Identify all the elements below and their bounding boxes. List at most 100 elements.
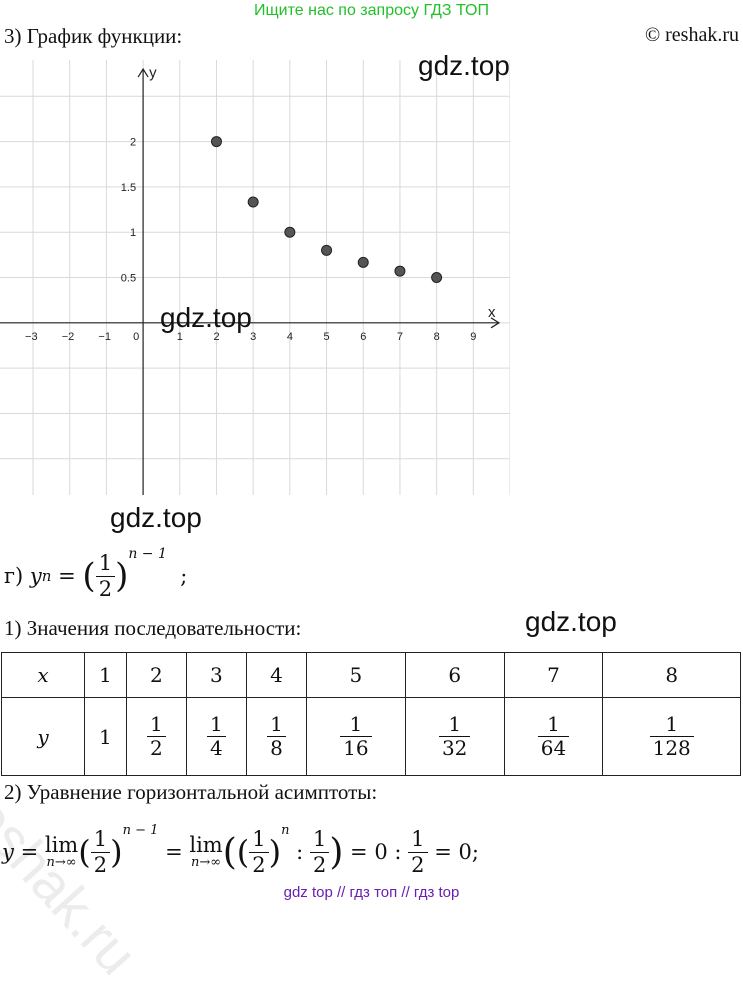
- table-header-x: x: [1, 652, 85, 698]
- paren-open: (: [236, 833, 250, 871]
- x-axis-arrow: [490, 317, 501, 329]
- lim-under: n→∞: [46, 855, 77, 870]
- y-axis-label: y: [149, 65, 157, 82]
- formula-exp: n − 1: [128, 546, 167, 562]
- frac-num: 1: [537, 713, 570, 737]
- frac-num: 1: [90, 827, 111, 853]
- x-axis-label: x: [488, 304, 496, 321]
- table-cell-x: 1: [84, 652, 127, 698]
- frac-num: 1: [267, 713, 286, 737]
- frac-num: 1: [249, 827, 269, 853]
- x-tick-label: 7: [397, 331, 403, 343]
- paren-close-big: ): [329, 831, 344, 873]
- lim-word: lim: [44, 833, 79, 857]
- table-cell-x: 7: [503, 652, 604, 698]
- x-tick-label: 1: [177, 331, 183, 343]
- watermark-4: gdz.top: [525, 606, 617, 637]
- table-cell-x: 3: [185, 652, 247, 698]
- paren-close: ): [115, 556, 129, 596]
- table-cell-x: 6: [404, 652, 505, 698]
- data-point: [284, 226, 296, 238]
- watermark-3: gdz.top: [110, 502, 202, 533]
- part-g-label: г): [4, 564, 24, 588]
- table-cell-y: 1: [84, 697, 127, 776]
- values-heading: 1) Значения последовательности:: [4, 616, 302, 640]
- asym-lim-2: lim n→∞: [189, 835, 222, 870]
- asymptote-heading: 2) Уравнение горизонтальной асимптоты:: [4, 780, 378, 804]
- frac-den: 32: [441, 736, 468, 760]
- x-tick-label: 3: [250, 331, 256, 343]
- data-point: [431, 272, 443, 283]
- frac-den: 2: [252, 852, 266, 877]
- frac-den: 2: [93, 852, 108, 877]
- asym-y: y: [2, 840, 14, 864]
- frac-num: 1: [649, 713, 694, 737]
- formula-semicolon: ;: [180, 564, 188, 588]
- cell-fraction: 1 64: [537, 713, 570, 760]
- table-cell-x: 2: [125, 652, 187, 698]
- asym-eq2: =: [165, 840, 183, 864]
- copyright-label: © reshak.ru: [644, 24, 739, 46]
- search-banner[interactable]: Ищите нас по запросу ГДЗ ТОП: [254, 2, 489, 19]
- paren-open: (: [78, 833, 91, 871]
- formula-fraction: 1 2: [95, 551, 116, 601]
- asym-end: = 0;: [434, 840, 479, 864]
- table-cell-y: 1 64: [503, 697, 604, 776]
- x-tick-label: −1: [98, 331, 111, 343]
- frac-den: 128: [652, 736, 691, 760]
- x-tick-label: 8: [434, 331, 440, 343]
- table-header-y: y: [1, 697, 85, 776]
- frac-num: 1: [408, 827, 428, 853]
- asym-exp-2: n: [281, 822, 290, 838]
- table-cell-x: 8: [602, 652, 741, 698]
- frac-den: 2: [411, 852, 425, 877]
- data-point: [394, 265, 406, 277]
- y-axis-arrow: [137, 67, 149, 78]
- frac-num: 1: [438, 713, 471, 737]
- paren-close: ): [110, 833, 123, 871]
- data-point: [357, 256, 369, 268]
- frac-num: 1: [340, 713, 372, 737]
- frac-den: 16: [343, 736, 369, 760]
- frac-num: 1: [95, 551, 116, 577]
- asym-lim-1: lim n→∞: [44, 833, 79, 870]
- x-tick-label: −2: [62, 331, 75, 343]
- data-point: [247, 196, 259, 208]
- x-tick-label: −3: [25, 331, 38, 343]
- table-row-x: x 1 2 3 4 5 6 7 8: [1, 652, 741, 698]
- table-cell-x: 4: [245, 652, 307, 698]
- paren-close: ): [268, 833, 282, 871]
- values-table: x 1 2 3 4 5 6 7 8 y 1 1 2 1 4 1 8 1 16 1 32 1 64 1 128: [1, 652, 741, 776]
- graph-heading: 3) График функции:: [4, 24, 183, 48]
- paren-open-big: (: [222, 831, 237, 873]
- asym-colon: :: [296, 840, 304, 864]
- frac-num: 1: [146, 713, 166, 737]
- formula-eq: =: [58, 564, 76, 588]
- function-graph: x y −3 −2 −1 0 1 2 3 4 5 6 7 8 9 0.5 1 1.5 2: [0, 60, 510, 495]
- frac-den: 2: [149, 736, 163, 760]
- asym-exp-1: n − 1: [122, 822, 159, 838]
- y-tick-label: 2: [130, 137, 136, 149]
- footer-links[interactable]: gdz top // гдз топ // гдз top: [283, 884, 460, 901]
- frac-den: 64: [540, 736, 567, 760]
- watermark-1: gdz.top: [418, 50, 510, 81]
- x-tick-label: 4: [287, 331, 293, 343]
- paren-open: (: [82, 556, 96, 596]
- data-point: [210, 136, 222, 148]
- frac-num: 1: [207, 713, 226, 737]
- frac-den: 2: [98, 576, 113, 601]
- y-tick-label: 1: [130, 227, 136, 239]
- cell-fraction: 1 16: [340, 713, 372, 760]
- asym-eq1: =: [20, 840, 39, 864]
- x-tick-label: 6: [360, 331, 366, 343]
- table-cell-y: 1 128: [602, 697, 741, 776]
